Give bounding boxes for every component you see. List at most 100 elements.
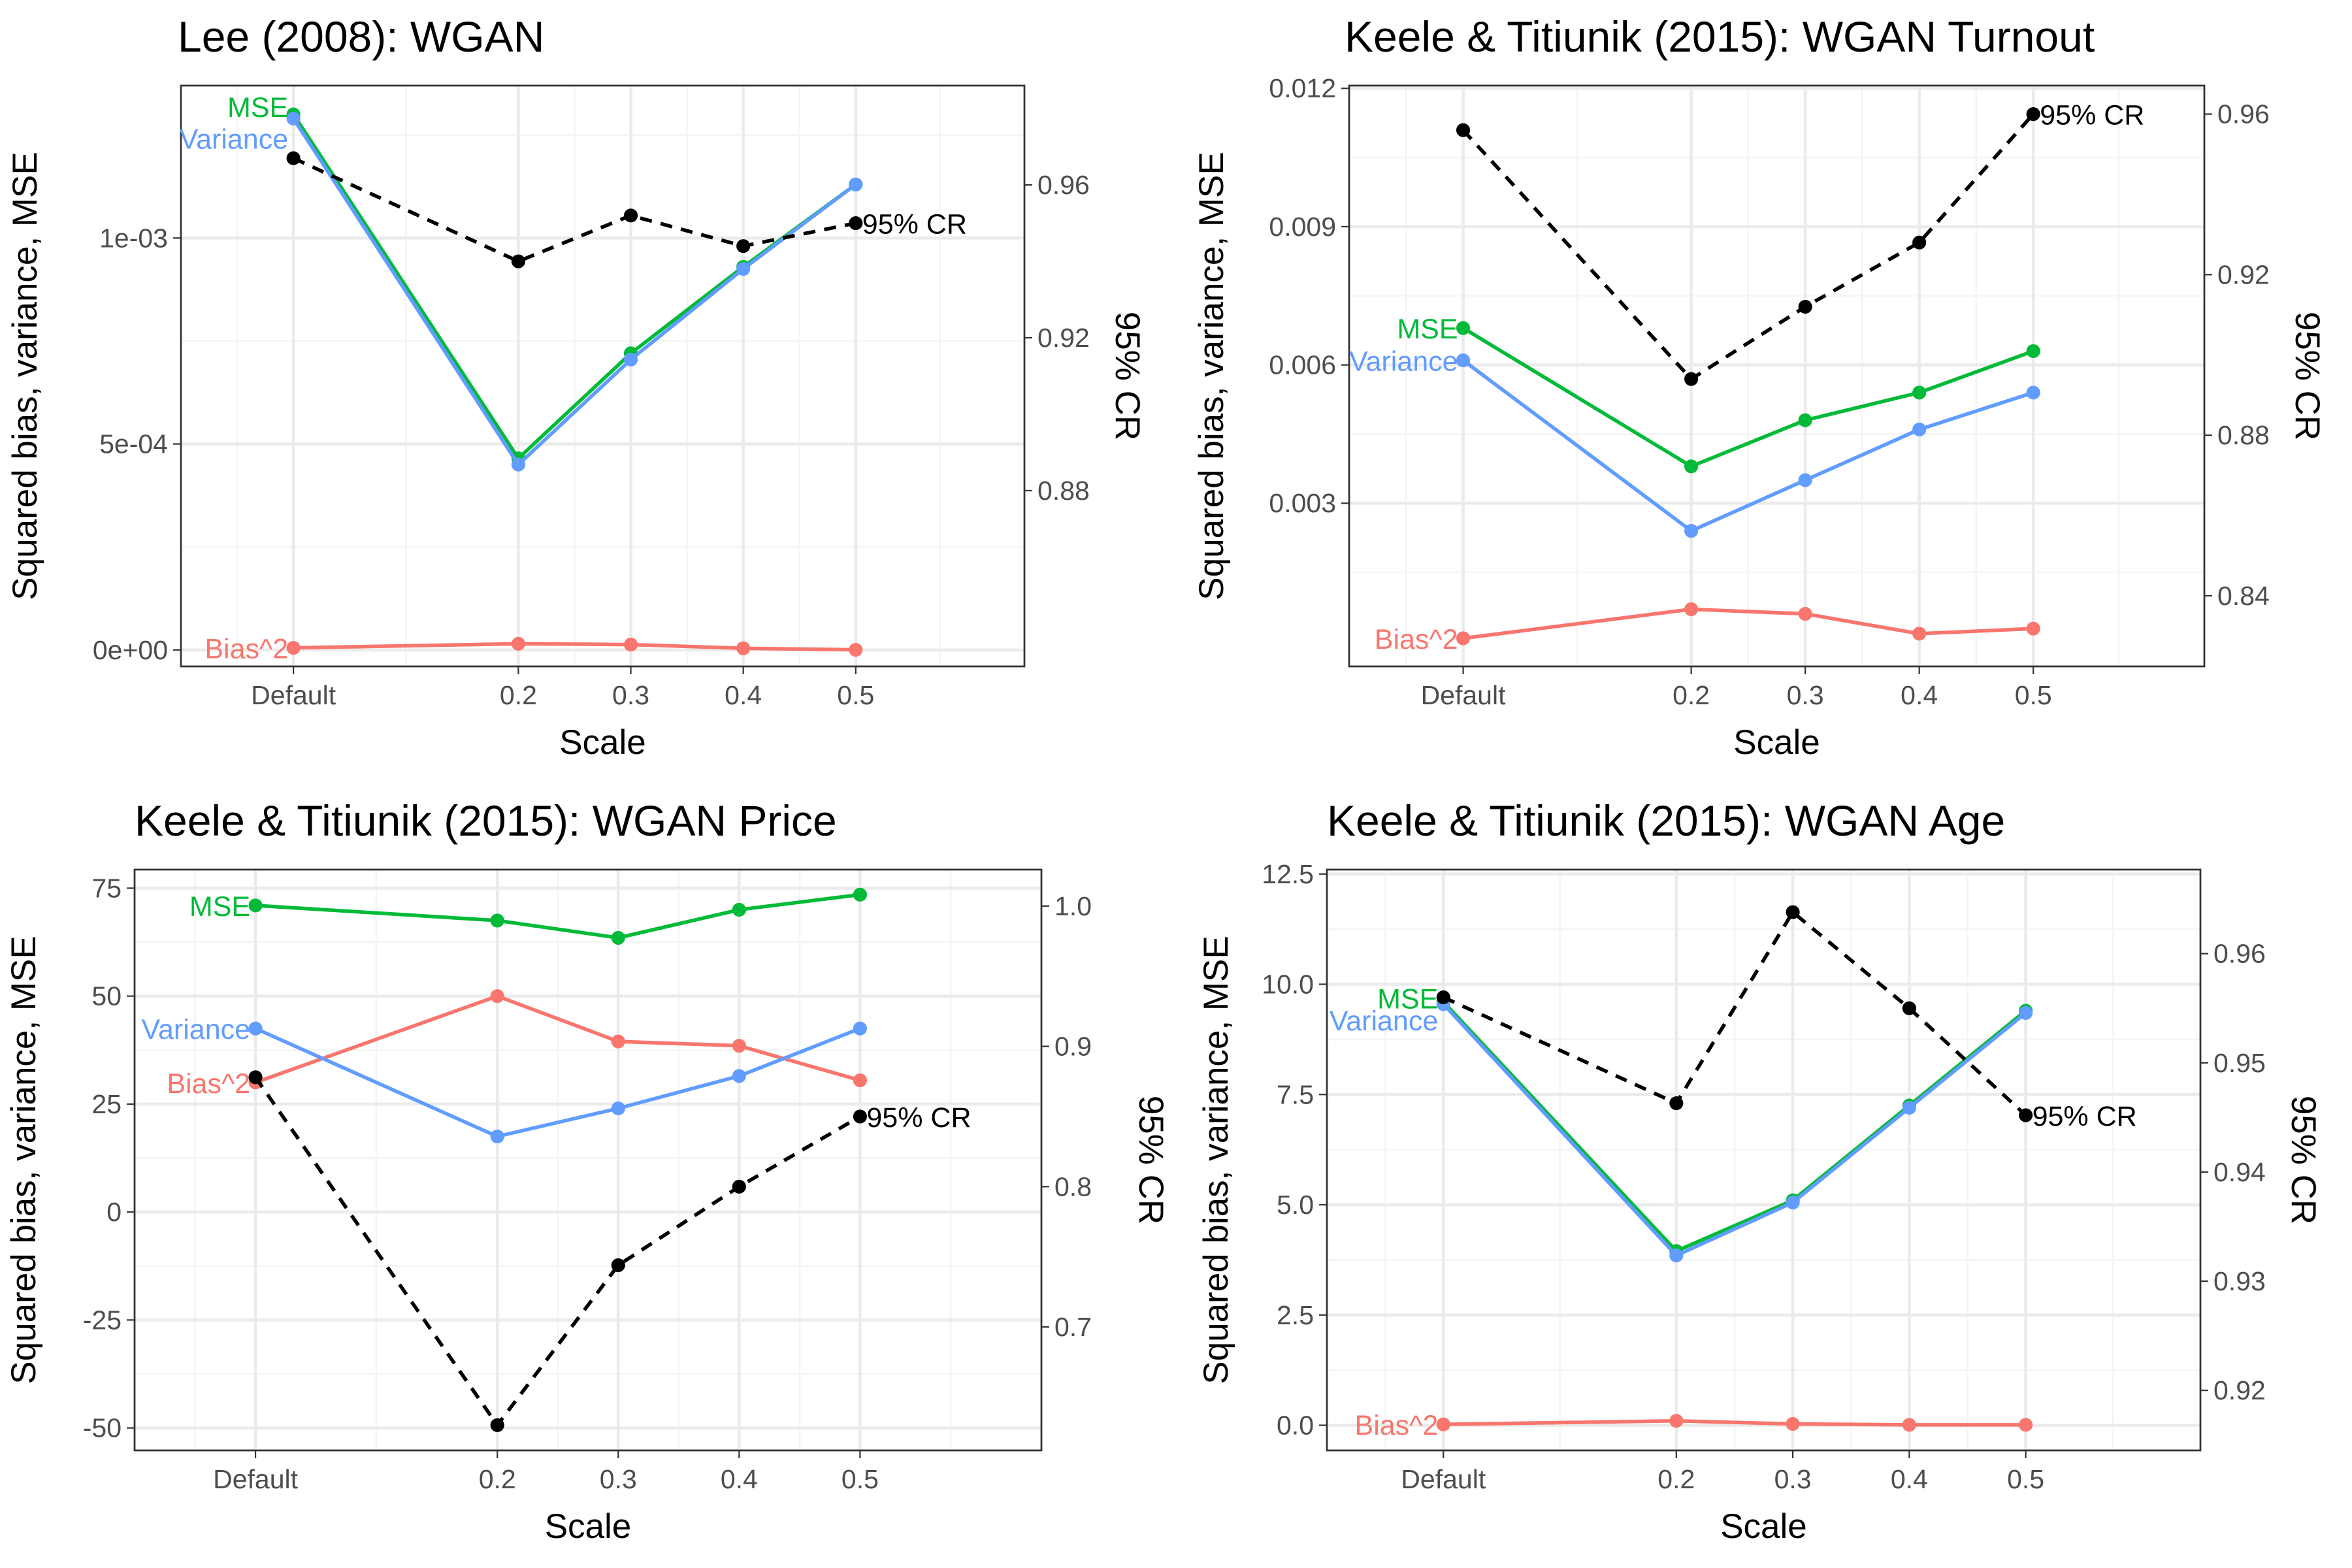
data-point-variance-1 <box>1684 523 1699 538</box>
data-point-cr-0 <box>1456 123 1471 137</box>
gridlines <box>181 86 1024 666</box>
series-label-bias: Bias^2 <box>204 634 288 665</box>
y-tick-label: 0.003 <box>1269 488 1336 518</box>
data-point-variance-1 <box>1669 1249 1684 1263</box>
data-point-cr-2 <box>1798 299 1812 314</box>
data-point-variance-2 <box>1786 1196 1800 1210</box>
data-point-bias-4 <box>849 643 863 657</box>
data-point-variance-0 <box>286 111 301 126</box>
data-point-bias-1 <box>1684 602 1699 617</box>
data-point-bias-2 <box>623 638 638 652</box>
x-tick-label: 0.4 <box>1901 680 1938 710</box>
plot-background <box>135 870 1041 1450</box>
chart-panel-3: Default 0.2 0.3 0.4 0.5 -50 -25 0 25 50 75 0.7 0.8 0.… <box>5 796 1170 1546</box>
data-point-variance-4 <box>2026 385 2040 400</box>
data-point-cr-4 <box>2019 1108 2033 1122</box>
y2-tick-label: 0.96 <box>1037 170 1090 200</box>
y2-tick-label: 0.96 <box>2217 99 2270 129</box>
data-point-cr-4 <box>2026 107 2040 122</box>
x-tick-label: 0.2 <box>1673 680 1710 710</box>
chart-panel-2: Default 0.2 0.3 0.4 0.5 0.003 0.006 0.009 0.012 0… <box>1192 12 2327 762</box>
series-label-mse: MSE <box>189 891 250 923</box>
panel-border <box>1326 868 2202 1452</box>
series-label-variance: Variance <box>142 1014 251 1045</box>
data-point-variance-2 <box>1798 473 1812 487</box>
y2-tick-label: 0.93 <box>2213 1266 2266 1296</box>
series-label-bias: Bias^2 <box>1375 624 1458 655</box>
data-point-mse-0 <box>248 898 263 913</box>
data-point-cr-3 <box>1902 1001 1916 1015</box>
data-point-variance-0 <box>248 1021 263 1036</box>
data-point-cr-3 <box>732 1179 746 1194</box>
series-label-cr: 95% CR <box>2040 100 2144 131</box>
x-axis-label: Scale <box>1733 723 1820 762</box>
data-point-cr-2 <box>623 208 638 223</box>
x-tick-label: 0.3 <box>1787 680 1824 710</box>
series-label-mse: MSE <box>1377 984 1438 1015</box>
data-point-bias-3 <box>1902 1418 1916 1432</box>
data-point-bias-0 <box>1436 1417 1450 1431</box>
data-point-variance-3 <box>732 1069 746 1083</box>
x-tick-label: 0.5 <box>2007 1464 2044 1494</box>
data-point-cr-0 <box>248 1070 263 1085</box>
y2-tick-label: 0.84 <box>2217 581 2270 611</box>
y2-tick-label: 0.94 <box>2213 1157 2266 1187</box>
chart-title: Keele & Titiunik (2015): WGAN Age <box>1327 796 2005 845</box>
gridlines <box>1327 870 2200 1450</box>
data-point-variance-3 <box>1902 1100 1916 1115</box>
data-point-variance-4 <box>853 1021 867 1036</box>
x-tick-label: 0.4 <box>1891 1464 1928 1494</box>
data-point-cr-1 <box>1669 1096 1684 1111</box>
data-point-mse-1 <box>490 913 504 928</box>
y2-tick-label: 0.92 <box>2217 259 2270 289</box>
y2-axis-label: 95% CR <box>1132 1096 1170 1224</box>
data-point-bias-1 <box>490 989 504 1004</box>
gridlines <box>135 870 1041 1450</box>
y2-axis-label: 95% CR <box>1108 312 1147 440</box>
y-tick-label: 25 <box>91 1089 122 1119</box>
panel-border <box>1348 84 2206 668</box>
y-tick-label: 0e+00 <box>93 635 168 665</box>
data-point-variance-3 <box>1912 422 1927 436</box>
y-tick-label: 2.5 <box>1277 1300 1314 1330</box>
data-point-cr-3 <box>736 239 751 253</box>
y-tick-label: 0.009 <box>1269 212 1336 242</box>
data-point-cr-2 <box>611 1258 625 1273</box>
data-point-cr-3 <box>1912 235 1927 250</box>
gridlines <box>1349 86 2204 666</box>
x-tick-label: 0.3 <box>1774 1464 1812 1494</box>
data-point-bias-4 <box>853 1073 867 1088</box>
chart-panel-1: Default 0.2 0.3 0.4 0.5 0e+00 5e-04 1e-03 0.88 0.… <box>6 12 1147 762</box>
series-label-mse: MSE <box>227 92 288 123</box>
data-point-variance-2 <box>611 1101 625 1116</box>
data-point-mse-4 <box>2026 344 2040 358</box>
data-point-mse-1 <box>1684 459 1699 474</box>
x-tick-label: Default <box>1401 1464 1486 1494</box>
x-tick-label: Default <box>1421 680 1507 710</box>
series-label-variance: Variance <box>180 123 289 155</box>
data-point-bias-3 <box>732 1039 746 1053</box>
series-line-cr <box>253 1076 861 1428</box>
y2-axis-label: 95% CR <box>2284 1096 2323 1224</box>
x-tick-label: 0.5 <box>841 1464 879 1494</box>
y-tick-label: 10.0 <box>1262 970 1314 1000</box>
x-tick-label: 0.5 <box>837 680 874 710</box>
series-label-bias: Bias^2 <box>167 1068 250 1100</box>
y-axis-label: Squared bias, variance, MSE <box>6 152 44 600</box>
y2-tick-label: 0.7 <box>1054 1312 1092 1342</box>
chart-title: Keele & Titiunik (2015): WGAN Turnout <box>1345 12 2095 61</box>
x-tick-label: 0.3 <box>600 1464 637 1494</box>
series-line-cr <box>1443 910 2027 1117</box>
y-axis-label: Squared bias, variance, MSE <box>5 936 43 1384</box>
y2-tick-label: 1.0 <box>1054 891 1092 921</box>
data-point-variance-1 <box>490 1129 504 1144</box>
data-point-bias-2 <box>1786 1416 1800 1431</box>
data-point-variance-1 <box>511 457 525 472</box>
data-point-cr-0 <box>286 151 301 165</box>
panel-border <box>133 868 1043 1452</box>
data-point-bias-4 <box>2026 621 2040 636</box>
data-point-bias-2 <box>1798 606 1812 621</box>
data-point-cr-2 <box>1786 905 1800 919</box>
y-tick-label: 0.006 <box>1269 350 1336 380</box>
